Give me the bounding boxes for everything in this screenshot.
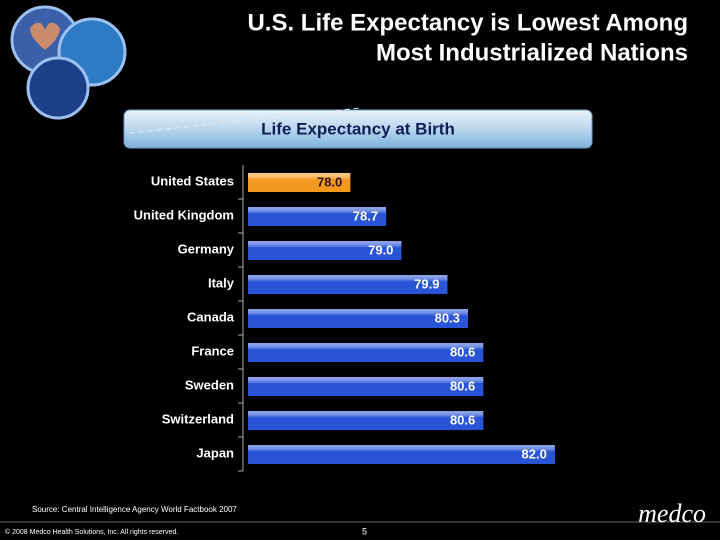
category-label: France [191,343,234,358]
copyright: © 2008 Medco Health Solutions, Inc. All … [5,528,178,536]
category-label: Canada [187,309,235,324]
title-line: U.S. Life Expectancy is Lowest Among [247,9,688,36]
page-number: 5 [362,526,367,536]
bar-sheen [248,411,484,430]
bar-sheen [248,309,468,328]
category-label: Germany [178,241,235,256]
value-label: 80.3 [435,310,460,325]
bar-sheen [248,377,484,396]
decor-line [129,107,361,134]
value-label: 80.6 [450,412,475,427]
value-label: 82.0 [522,446,547,461]
logo-icons [10,5,127,120]
subtitle: Life Expectancy at Birth [261,119,455,138]
value-label: 80.6 [450,378,475,393]
value-label: 78.7 [353,208,378,223]
value-label: 78.0 [317,174,342,189]
bar-sheen [248,445,555,464]
category-label: Switzerland [162,411,234,426]
value-label: 80.6 [450,344,475,359]
source: Source: Central Intelligence Agency Worl… [32,505,237,514]
category-label: Japan [196,445,234,460]
subtitle-box [123,109,593,149]
title-line: Most Industrialized Nations [376,39,688,66]
value-label: 79.0 [368,242,393,257]
category-label: United Kingdom [134,207,234,222]
bar-sheen [248,207,387,226]
category-label: United States [151,173,234,188]
bar-sheen [248,173,351,192]
value-label: 79.9 [414,276,439,291]
bar-sheen [248,343,484,362]
bar-sheen [248,275,448,294]
category-label: Italy [208,275,235,290]
category-label: Sweden [185,377,234,392]
bar-sheen [248,241,402,260]
logo: medco [638,499,706,528]
